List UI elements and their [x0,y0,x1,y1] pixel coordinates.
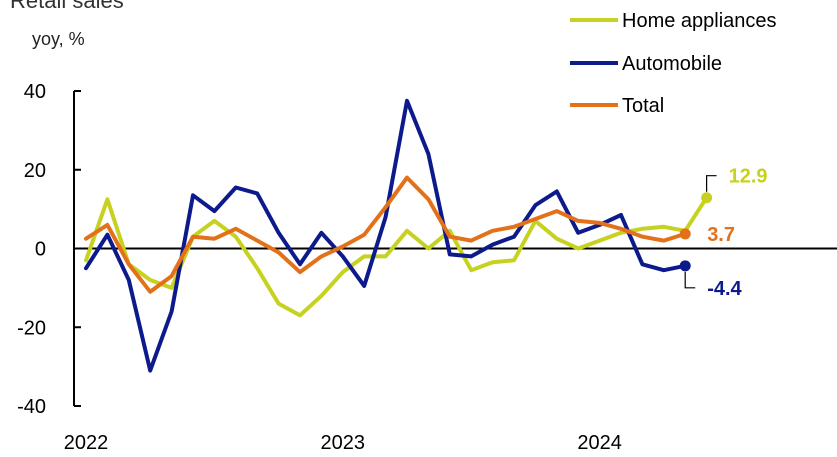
legend-label: Automobile [622,53,722,75]
label-leader-line [684,271,696,289]
series-end-marker [679,260,691,272]
end-labels-layer: 12.9 -4.4 3.7 [684,166,768,300]
y-tick-label: 20 [24,160,46,182]
legend-label: Total [622,95,664,117]
legend-label: Home appliances [622,10,777,32]
series-end-label: 12.9 [729,166,768,188]
y-tick-label: -20 [17,317,46,339]
chart-title: Retail sales [10,0,124,13]
axes-layer: 40 20 0 -20 -40 2022 2023 2024 [17,81,837,454]
y-tick-label: 40 [24,81,46,103]
series-end-label: -4.4 [707,278,742,300]
series-line-total [84,175,688,294]
series-end-marker [679,228,691,240]
legend: Home appliances Automobile Total [570,10,777,117]
label-leader-line [705,175,717,192]
x-tick-label: 2023 [321,432,366,452]
chart-subtitle: yoy, % [32,29,85,49]
y-tick-label: 0 [35,239,46,261]
series-line-home-appliances [84,195,709,318]
x-tick-label: 2024 [577,432,622,452]
series-end-label: 3.7 [707,224,735,246]
series-layer [84,98,713,373]
series-line-automobile [84,98,688,373]
x-tick-label: 2022 [64,432,109,452]
y-tick-label: -40 [17,396,46,418]
series-end-marker [701,192,713,204]
